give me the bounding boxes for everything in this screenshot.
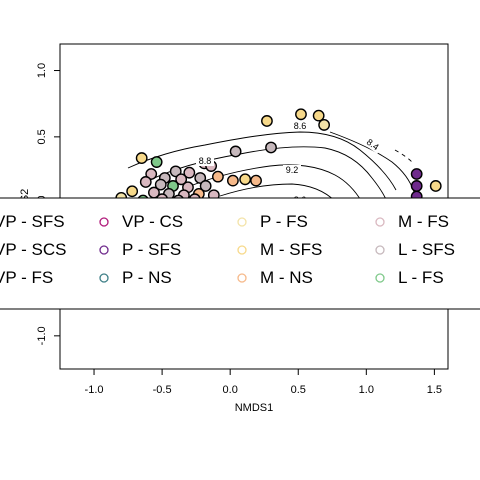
data-point	[126, 185, 139, 198]
x-axis: -1.0 -0.5 0.0 0.5 1.0 1.5	[85, 368, 442, 396]
legend-label: VP - SFS	[0, 212, 65, 231]
legend: VP - SFS VP - SCS VP - FS VP - CS P - SFS P -…	[0, 197, 480, 310]
legend-entry: M - SFS	[237, 240, 322, 259]
data-point	[169, 165, 182, 178]
data-point	[429, 180, 442, 192]
contour-line	[219, 183, 337, 203]
legend-marker	[99, 217, 109, 227]
legend-marker	[375, 273, 385, 283]
x-tick-label: -1.0	[85, 384, 104, 396]
contour-label: 8.6	[294, 121, 307, 131]
legend-label: P - FS	[260, 212, 308, 231]
data-point	[139, 176, 152, 188]
contour-label-bg	[283, 165, 301, 175]
legend-marker	[375, 217, 385, 227]
contour-line	[394, 149, 413, 163]
contour-label: 8.8	[199, 156, 212, 166]
legend-label: L - SFS	[398, 240, 455, 259]
legend-label: M - FS	[398, 212, 449, 231]
data-point	[175, 173, 188, 186]
y-tick-label: 0.5	[36, 129, 48, 144]
y-tick-label: 1.0	[36, 63, 48, 78]
x-tick-label: 1.5	[427, 384, 442, 396]
legend-label: VP - CS	[122, 212, 183, 231]
data-point	[410, 180, 423, 192]
legend-marker	[237, 273, 247, 283]
data-point	[226, 174, 239, 187]
contour-line	[127, 131, 397, 191]
data-point	[261, 115, 273, 127]
data-points	[115, 108, 442, 207]
legend-label: P - SFS	[122, 240, 181, 259]
contour-label: 9.2	[286, 165, 299, 175]
data-point	[265, 141, 277, 154]
data-point	[150, 156, 163, 168]
legend-marker	[99, 245, 109, 255]
legend-label: M - NS	[260, 268, 313, 287]
contour-label-bg	[362, 135, 383, 154]
data-point	[312, 109, 325, 122]
legend-entry: VP - CS	[99, 212, 183, 231]
legend-label: VP - SCS	[0, 240, 66, 259]
data-point	[318, 119, 331, 131]
contour-line	[329, 131, 415, 193]
contour-label-bg	[196, 156, 214, 166]
x-axis-title: NMDS1	[235, 402, 274, 414]
data-point	[154, 178, 167, 191]
legend-marker	[237, 217, 247, 227]
x-tick-label: 1.0	[359, 384, 374, 396]
legend-entry: M - FS	[375, 212, 449, 231]
data-point	[295, 108, 307, 121]
legend-label: P - NS	[122, 268, 172, 287]
data-point	[145, 168, 158, 180]
x-tick-label: 0.0	[223, 384, 238, 396]
legend-entry: P - SFS	[99, 240, 181, 259]
x-tick-label: -0.5	[153, 384, 172, 396]
x-tick-label: 0.5	[291, 384, 306, 396]
legend-label: VP - FS	[0, 268, 53, 287]
data-point	[229, 145, 242, 158]
legend-entry: P - FS	[237, 212, 308, 231]
legend-label: M - SFS	[260, 240, 322, 259]
legend-marker	[375, 245, 385, 255]
legend-label: L - FS	[398, 268, 444, 287]
legend-entry: VP - SCS	[0, 240, 66, 259]
contour-label-bg	[291, 121, 309, 131]
data-point	[135, 152, 148, 164]
legend-entry: VP - SFS	[0, 212, 65, 231]
data-point	[212, 170, 224, 183]
legend-entry: M - NS	[237, 268, 313, 287]
legend-entry: L - FS	[375, 268, 444, 287]
data-point	[239, 173, 252, 186]
legend-entry: P - NS	[99, 268, 172, 287]
data-point	[183, 166, 196, 179]
data-point	[194, 172, 207, 184]
data-point	[410, 168, 423, 180]
legend-marker	[99, 273, 109, 283]
legend-marker	[237, 245, 247, 255]
legend-entry: L - SFS	[375, 240, 455, 259]
data-point	[250, 174, 262, 187]
data-point	[199, 180, 212, 192]
legend-entry: VP - FS	[0, 268, 53, 287]
y-tick-label: -1.0	[36, 326, 48, 345]
